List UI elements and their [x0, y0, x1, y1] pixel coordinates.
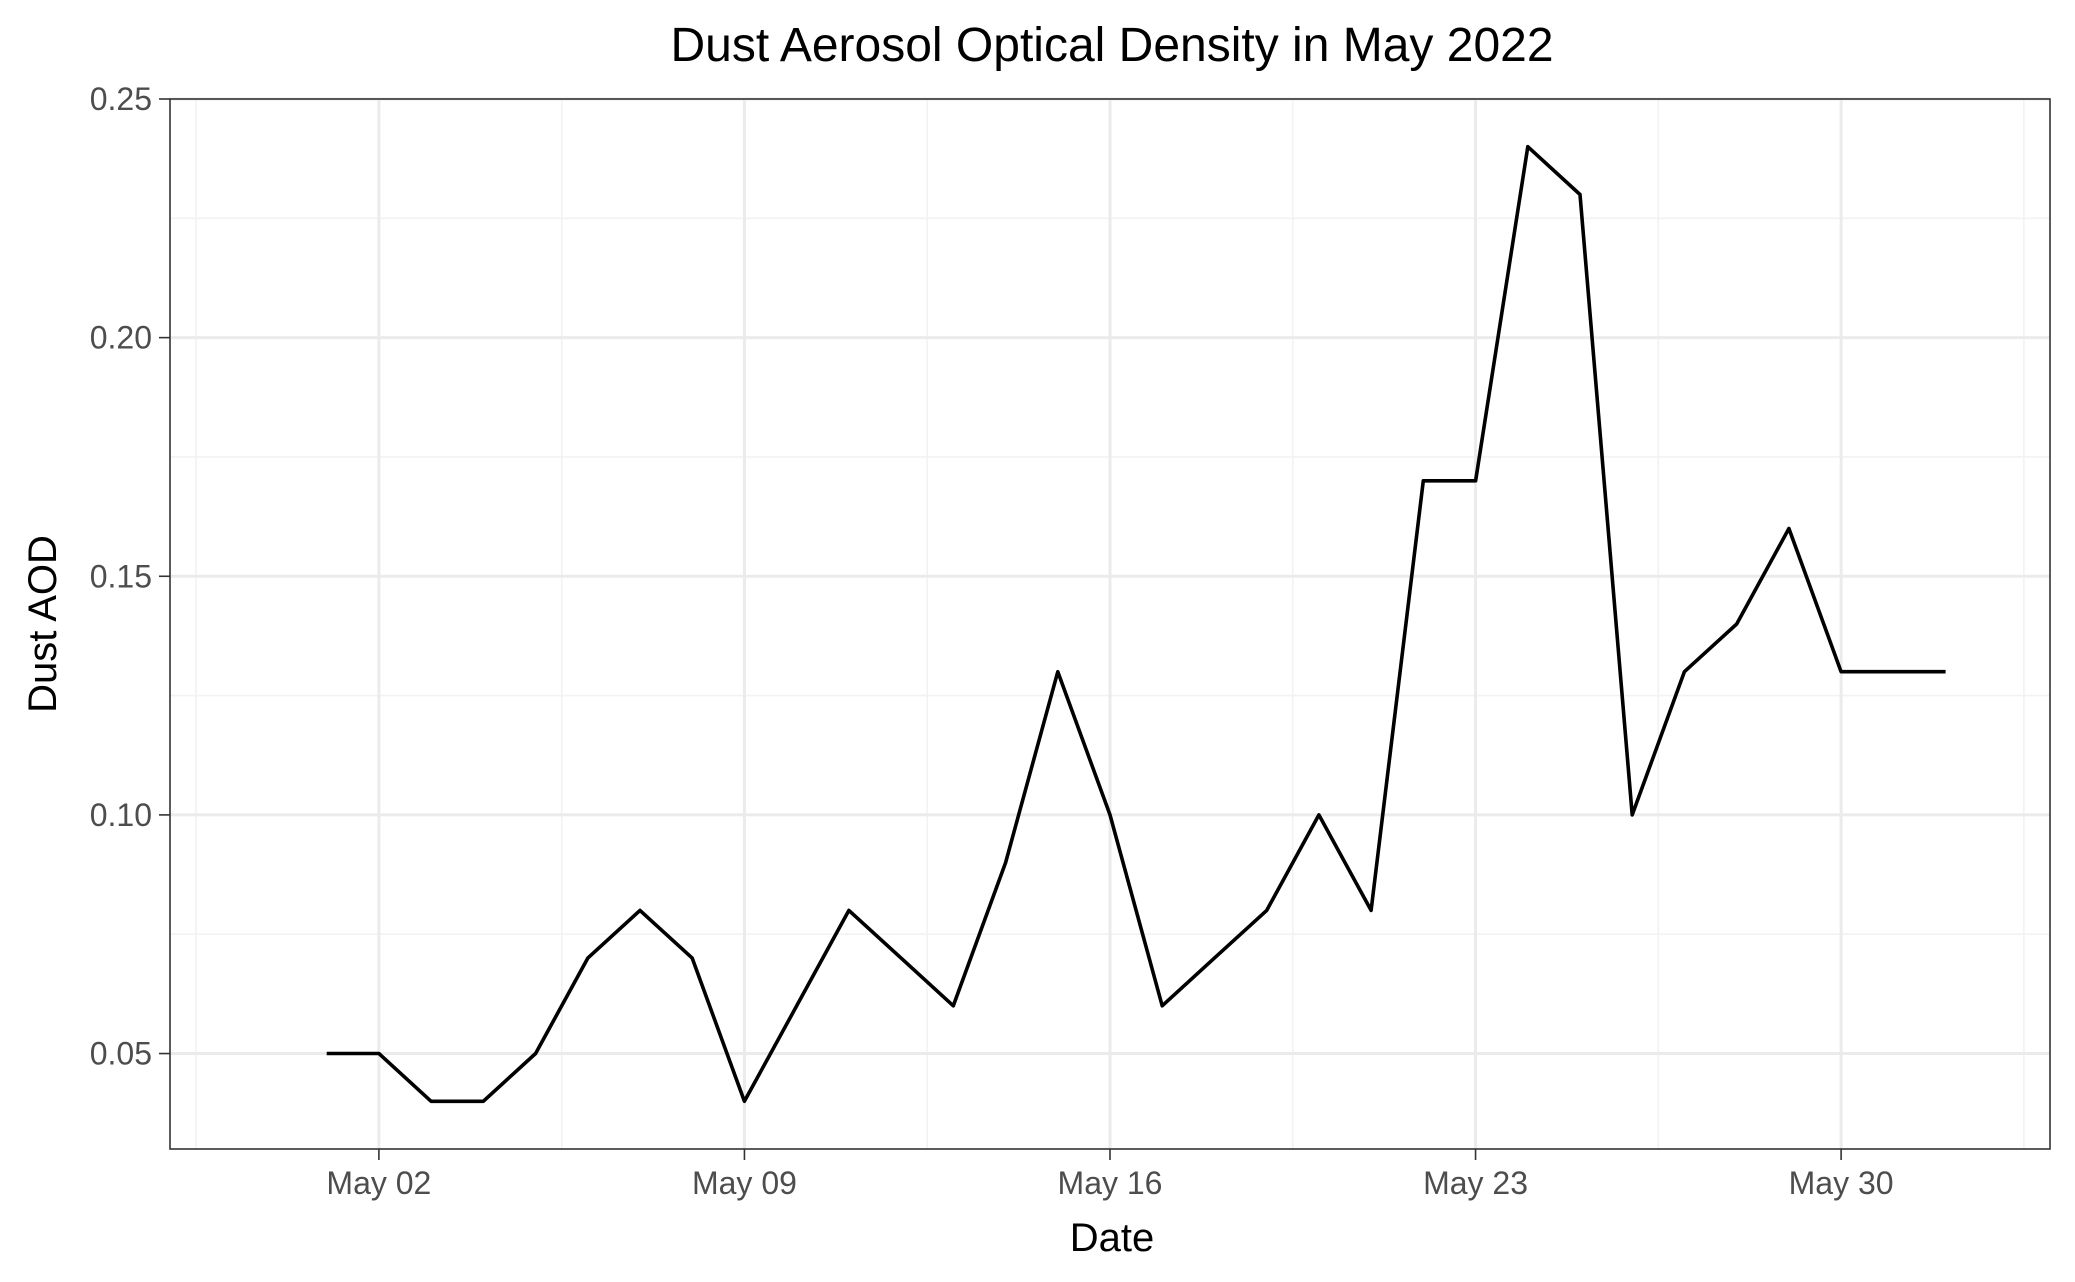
y-tick-label: 0.20: [90, 320, 152, 356]
x-tick-label: May 23: [1423, 1165, 1528, 1201]
x-tick-label: May 30: [1789, 1165, 1894, 1201]
y-tick-label: 0.10: [90, 797, 152, 833]
x-tick-label: May 09: [692, 1165, 797, 1201]
x-axis: May 02 May 09 May 16 May 23 May 30: [326, 1149, 1894, 1201]
y-tick-label: 0.25: [90, 81, 152, 117]
chart-title: Dust Aerosol Optical Density in May 2022: [670, 19, 1553, 72]
major-gridlines: [170, 97, 2050, 1149]
x-tick-label: May 16: [1058, 1165, 1163, 1201]
y-axis: 0.05 0.10 0.15 0.20 0.25: [90, 81, 170, 1072]
y-tick-label: 0.05: [90, 1036, 152, 1072]
x-tick-label: May 02: [326, 1165, 431, 1201]
y-tick-label: 0.15: [90, 558, 152, 594]
x-axis-title: Date: [1070, 1216, 1155, 1260]
y-axis-title: Dust AOD: [21, 535, 65, 713]
dust-aod-line: [326, 144, 1946, 1104]
